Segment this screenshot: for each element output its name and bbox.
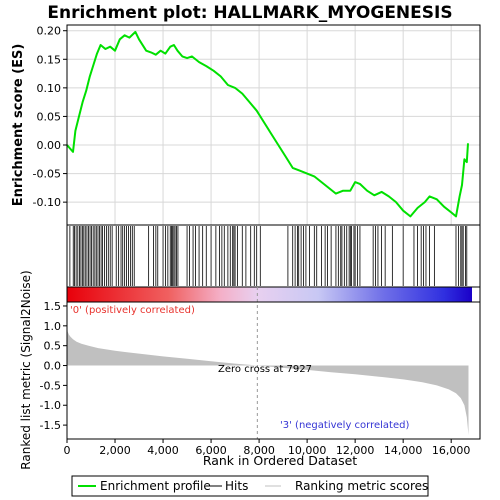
rank-x-tick-label: 10,000 [288, 444, 327, 457]
ranking-metric-area [67, 325, 469, 435]
es-y-tick-label: 0.15 [37, 53, 62, 66]
rank-x-tick-label: 4,000 [147, 444, 179, 457]
rank-y-ticks: -1.5 -1.0 -0.5 0.0 0.5 1.0 1.5 [40, 300, 67, 432]
hits-panel-frame [66, 224, 481, 288]
rank-x-tick-label: 2,000 [99, 444, 131, 457]
legend-hits-label: Hits [225, 479, 248, 493]
positive-correlation-label: '0' (positively correlated) [70, 305, 195, 316]
es-y-tick-label: 0.00 [37, 139, 62, 152]
rank-x-tick-label: 14,000 [384, 444, 423, 457]
es-y-tick-label: 0.20 [37, 25, 62, 38]
legend-frame [71, 475, 429, 497]
es-y-tick-label: -0.05 [33, 168, 61, 181]
es-y-tick-label: 0.10 [37, 82, 62, 95]
rank-x-tick-label: 8,000 [243, 444, 275, 457]
negative-correlation-label: '3' (negatively correlated) [280, 420, 409, 431]
es-y-ticks: -0.10 -0.05 0.00 0.05 0.10 0.15 0.20 [33, 25, 67, 209]
zero-cross-label: Zero cross at 7927 [218, 364, 312, 375]
legend: Enrichment profile Hits Ranking metric s… [71, 475, 429, 497]
es-y-tick-label: -0.10 [33, 196, 61, 209]
legend-ranking-label: Ranking metric scores [295, 479, 428, 493]
enrichment-profile-line [66, 30, 469, 218]
rank-color-bar [67, 287, 472, 302]
chart-title: Enrichment plot: HALLMARK_MYOGENESIS [47, 3, 452, 23]
rank-panel-frame [66, 301, 481, 440]
es-y-tick-label: 0.05 [37, 110, 62, 123]
legend-enrichment-label: Enrichment profile [100, 479, 211, 493]
es-panel-frame [66, 24, 481, 226]
hits-panel [69, 226, 468, 286]
es-gridlines [67, 25, 480, 225]
es-y-axis-label: Enrichment score (ES) [11, 44, 26, 207]
rank-x-tick-label: 6,000 [195, 444, 227, 457]
rank-y-tick-label: 1.5 [44, 300, 62, 313]
rank-y-tick-label: 0.5 [44, 340, 62, 353]
rank-x-tick-label: 12,000 [336, 444, 375, 457]
rank-y-tick-label: -0.5 [40, 379, 61, 392]
rank-x-axis-label: Rank in Ordered Dataset [203, 453, 357, 468]
rank-x-tick-label: 0 [64, 444, 71, 457]
rank-y-tick-label: -1.5 [40, 419, 61, 432]
rank-x-tick-label: 16,000 [432, 444, 471, 457]
rank-y-axis-label: Ranked list metric (Signal2Noise) [19, 270, 33, 469]
rank-y-tick-label: 0.0 [44, 360, 62, 373]
rank-x-ticks: 0 2,000 4,000 6,000 8,000 10,000 12,000 14,000 1… [64, 439, 471, 457]
rank-y-tick-label: 1.0 [44, 320, 62, 333]
rank-y-tick-label: -1.0 [40, 399, 61, 412]
